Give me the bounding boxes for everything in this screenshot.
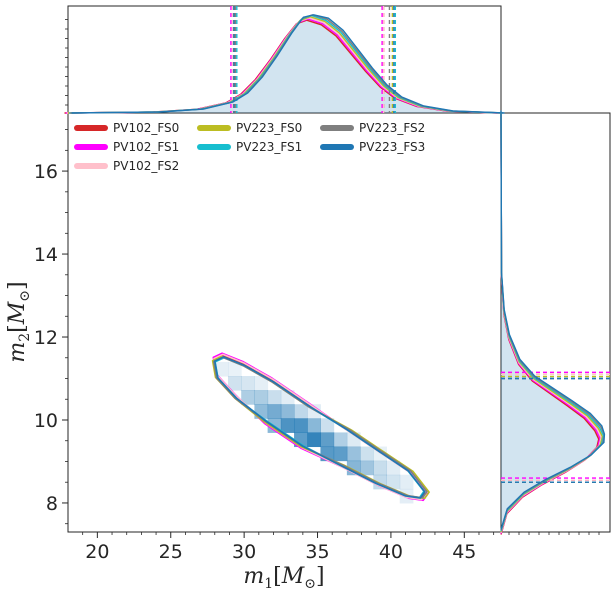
x-tick-label: 30 [232, 541, 256, 563]
legend-label: PV102_FS1 [113, 140, 179, 154]
density-cell [254, 390, 269, 405]
density-cell [320, 432, 335, 448]
density-cell [346, 446, 361, 462]
joint-density-panel [211, 352, 430, 504]
marginal-m2-panel [500, 110, 610, 535]
y-tick-label: 14 [34, 244, 58, 266]
x-tick-label: 45 [452, 541, 476, 563]
density-cell [360, 446, 374, 462]
density-cell [294, 418, 308, 433]
density-cell [280, 418, 295, 433]
density-cell [333, 432, 348, 448]
axes: 20 25 30 35 40 45 8 10 12 14 16 [34, 19, 600, 563]
y-tick-label: 8 [46, 493, 58, 515]
density-cell [320, 418, 335, 433]
y-axis-label: m2[M⊙] [5, 281, 33, 362]
legend-label: PV223_FS1 [236, 140, 302, 154]
x-axis-label: m1[M⊙] [243, 564, 324, 592]
density-cell [227, 376, 242, 391]
density-cell [333, 446, 348, 462]
marginal-m2-fill [501, 113, 603, 532]
legend-label: PV223_FS3 [359, 140, 425, 154]
density-cell [307, 418, 321, 433]
density-cell [241, 390, 255, 405]
marginal-m1-panel [64, 6, 505, 114]
legend: PV102_FS0 PV102_FS1 PV102_FS2 PV223_FS0 PV22… [74, 121, 425, 173]
legend-label: PV223_FS0 [236, 121, 302, 135]
density-cell [373, 460, 388, 476]
density-cell [294, 404, 308, 419]
x-tick-label: 35 [305, 541, 329, 563]
density-cell [267, 404, 282, 419]
legend-label: PV102_FS0 [113, 121, 179, 135]
marginal-m1-fill [68, 16, 501, 114]
marginal-m1-curve-PV223_FS3 [71, 14, 505, 114]
density-cell [267, 390, 282, 405]
x-tick-label: 40 [379, 541, 403, 563]
main-plot-frame [67, 112, 502, 533]
density-cell [307, 432, 321, 448]
contour-PV223_FS3 [214, 356, 426, 499]
density-cell [241, 376, 255, 391]
marginal-m2-curve-PV223_FS3 [500, 110, 606, 530]
marginal-m2-frame [500, 112, 611, 533]
density-cell [399, 474, 414, 490]
y-tick-label: 12 [34, 327, 58, 349]
legend-label: PV223_FS2 [359, 121, 425, 135]
density-cell [386, 474, 401, 490]
y-tick-label: 10 [34, 410, 58, 432]
x-tick-label: 25 [159, 541, 183, 563]
density-cell [280, 404, 295, 419]
x-tick-label: 20 [85, 541, 109, 563]
y-tick-label: 16 [34, 161, 58, 183]
density-cell [360, 460, 374, 476]
density-cell [254, 376, 269, 391]
legend-label: PV102_FS2 [113, 159, 179, 173]
density-cell [214, 361, 229, 377]
density-cell [227, 361, 242, 377]
